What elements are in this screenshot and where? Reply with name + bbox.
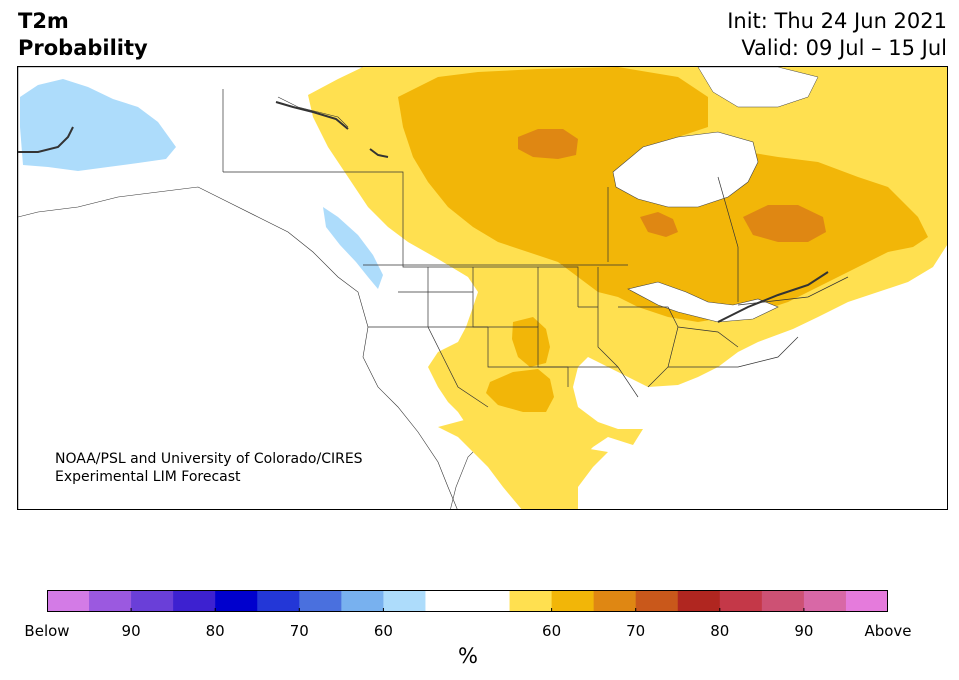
credit-text: NOAA/PSL and University of Colorado/CIRE… — [55, 450, 363, 486]
colorbar-swatch — [803, 590, 847, 612]
colorbar-swatch — [341, 590, 384, 612]
canada-above-80-central — [640, 212, 678, 237]
southwest-above-70 — [486, 369, 554, 412]
colorbar-tick-label: 80 — [710, 622, 730, 640]
colorbar-swatch — [509, 590, 553, 612]
forecast-map — [17, 66, 948, 510]
quebec-above-80 — [743, 205, 826, 242]
forecast-dates: Init: Thu 24 Jun 2021 Valid: 09 Jul – 15… — [727, 8, 947, 62]
credit-line-1: NOAA/PSL and University of Colorado/CIRE… — [55, 451, 363, 467]
map-canvas — [18, 67, 947, 509]
coastline-west — [18, 96, 458, 509]
colorbar-tick-label: 80 — [205, 622, 225, 640]
colorbar-swatch — [467, 590, 511, 612]
colorbar-swatch — [677, 590, 721, 612]
great-lakes — [627, 281, 779, 323]
river-lines — [18, 101, 829, 323]
colorbar-tick-label: Below — [24, 622, 70, 640]
title-variable: T2m — [18, 9, 69, 33]
us-above-70 — [512, 317, 550, 367]
colorbar-swatch — [47, 590, 90, 612]
colorbar-swatch — [845, 590, 888, 612]
colorbar-unit: % — [458, 644, 478, 668]
colorbar-swatch — [425, 590, 468, 612]
colorbar-swatch — [719, 590, 763, 612]
colorbar-swatch — [593, 590, 637, 612]
credit-line-2: Experimental LIM Forecast — [55, 469, 241, 485]
hudson-bay — [612, 131, 759, 208]
colorbar-tick-label: 60 — [542, 622, 562, 640]
map-title: T2m Probability — [18, 8, 148, 62]
colorbar-swatch — [257, 590, 300, 612]
colorbar-swatch — [173, 590, 216, 612]
title-product: Probability — [18, 36, 148, 60]
bc-below-normal — [323, 207, 383, 289]
colorbar-tick-label: 70 — [626, 622, 646, 640]
colorbar-swatch — [299, 590, 342, 612]
colorbar-swatch — [131, 590, 174, 612]
colorbar-swatch — [761, 590, 805, 612]
colorbar-swatch — [215, 590, 258, 612]
colorbar-tick-label: 90 — [794, 622, 814, 640]
colorbar-swatch — [89, 590, 132, 612]
canada-above-80-west — [518, 129, 578, 159]
colorbar-swatch — [635, 590, 679, 612]
colorbar-border — [47, 590, 888, 612]
valid-date: Valid: 09 Jul – 15 Jul — [741, 36, 947, 60]
colorbar-tick-label: Above — [864, 622, 912, 640]
init-date: Init: Thu 24 Jun 2021 — [727, 9, 947, 33]
colorbar-swatch — [383, 590, 426, 612]
colorbar — [47, 590, 888, 612]
alaska-below-normal — [20, 79, 176, 171]
colorbar-tick-label: 90 — [121, 622, 141, 640]
colorbar-tick-label: 60 — [373, 622, 393, 640]
mexico-above-60 — [438, 419, 608, 509]
colorbar-tick-label: 70 — [289, 622, 309, 640]
colorbar-swatch — [551, 590, 595, 612]
arctic-water — [697, 67, 819, 108]
